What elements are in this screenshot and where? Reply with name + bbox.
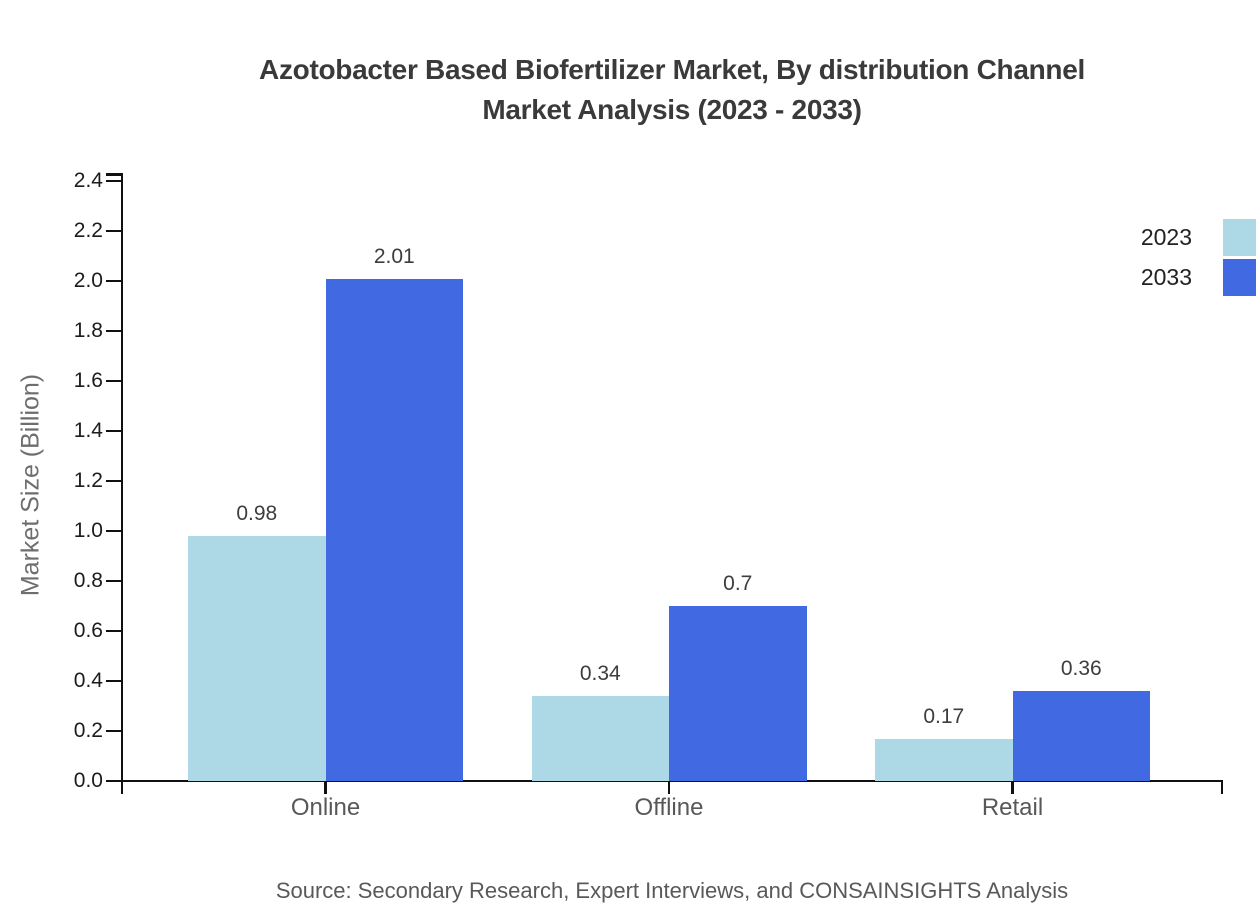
x-axis-line xyxy=(120,779,1224,783)
y-axis-line xyxy=(120,174,124,793)
value-label: 0.34 xyxy=(579,662,621,685)
source-text: Source: Secondary Research, Expert Inter… xyxy=(275,878,1069,903)
chart-title-line1: Azotobacter Based Biofertilizer Market, … xyxy=(259,54,1085,85)
category-label: Offline xyxy=(634,794,704,821)
legend-item-2033: 2033 xyxy=(1141,259,1256,296)
value-label: 2.01 xyxy=(373,244,415,268)
value-label: 0.98 xyxy=(236,502,278,525)
bar-2033-retail xyxy=(1012,691,1150,781)
bar-2023-offline xyxy=(531,696,669,781)
legend-label: 2023 xyxy=(1140,224,1192,250)
legend: 2023 2033 xyxy=(1141,219,1256,299)
y-axis-tick xyxy=(106,329,123,333)
y-tick-label: 0.0 xyxy=(73,769,103,792)
y-tick-label: 1.6 xyxy=(73,369,103,392)
y-tick-label: 0.6 xyxy=(73,619,103,642)
y-axis-tick xyxy=(106,579,123,583)
bar-2023-online xyxy=(188,536,326,781)
category-label: Online xyxy=(290,794,361,821)
y-axis-end-cap xyxy=(106,173,123,176)
category-label: Retail xyxy=(981,794,1044,821)
y-axis-tick xyxy=(106,229,123,233)
y-axis-tick xyxy=(106,679,123,683)
y-axis-tick xyxy=(106,729,123,733)
x-axis-right-end-tick xyxy=(1220,781,1224,794)
legend-label: 2033 xyxy=(1140,264,1192,290)
y-axis-tick xyxy=(106,379,123,383)
bar-2033-offline xyxy=(669,606,807,781)
x-axis-tick xyxy=(324,781,327,794)
y-axis-tick xyxy=(106,479,123,483)
value-label: 0.36 xyxy=(1060,657,1102,680)
x-axis-tick xyxy=(667,781,671,794)
value-label: 0.17 xyxy=(923,704,965,728)
y-tick-label: 2.4 xyxy=(73,169,103,192)
y-tick-label: 1.0 xyxy=(73,519,103,542)
legend-swatch-icon xyxy=(1223,259,1256,296)
y-tick-label: 1.4 xyxy=(73,419,103,442)
y-axis-tick xyxy=(106,629,123,633)
y-axis-tick xyxy=(106,279,123,283)
y-axis-tick xyxy=(106,179,123,183)
y-tick-label: 1.2 xyxy=(73,469,103,492)
y-axis-tick xyxy=(106,529,123,533)
x-axis-left-end-tick xyxy=(120,781,124,794)
bar-2023-retail xyxy=(875,738,1013,781)
x-axis-tick xyxy=(1011,781,1014,794)
y-tick-label: 0.2 xyxy=(73,719,103,742)
y-tick-label: 0.8 xyxy=(73,569,103,592)
bar-2033-online xyxy=(325,278,463,781)
y-tick-label: 2.0 xyxy=(73,269,103,292)
value-label: 0.7 xyxy=(723,572,753,595)
y-tick-label: 2.2 xyxy=(73,219,103,242)
legend-item-2023: 2023 xyxy=(1141,219,1256,256)
chart-title: Azotobacter Based Biofertilizer Market, … xyxy=(42,50,1260,130)
y-tick-label: 0.4 xyxy=(73,669,103,692)
y-axis-tick xyxy=(106,779,123,783)
legend-swatch-icon xyxy=(1223,219,1256,256)
y-axis-tick xyxy=(106,429,123,433)
chart-title-line2: Market Analysis (2023 - 2033) xyxy=(482,94,862,125)
y-tick-label: 1.8 xyxy=(73,319,103,342)
